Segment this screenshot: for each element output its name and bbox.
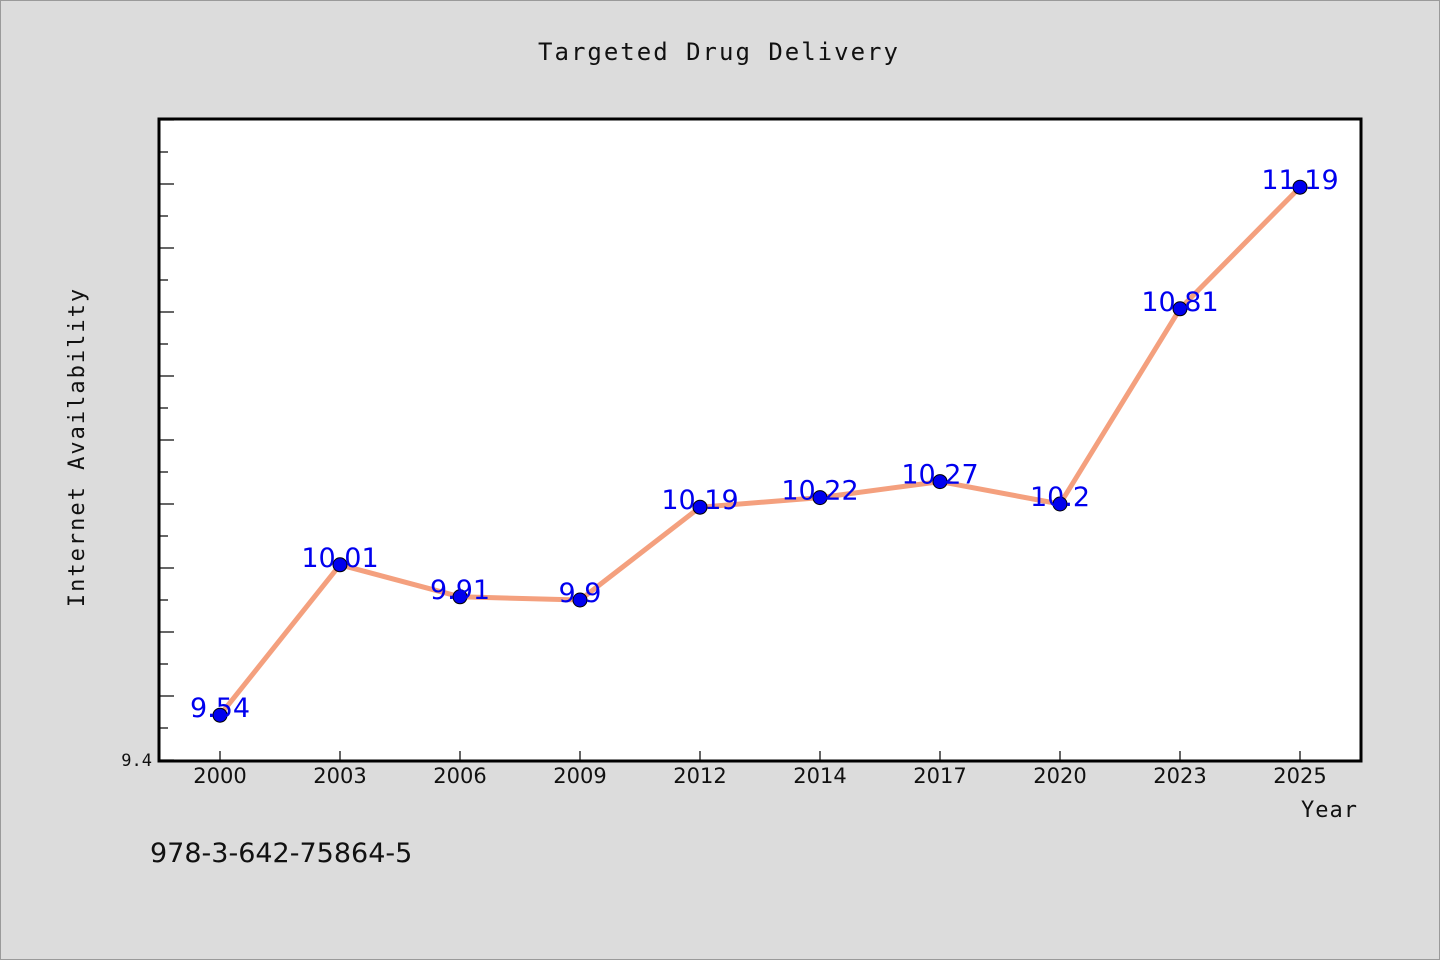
- data-point-2006: [452, 589, 468, 605]
- chart-title: Targeted Drug Delivery: [538, 38, 900, 66]
- data-point-2023: [1172, 301, 1188, 317]
- data-label-2020: 10.2: [1030, 482, 1090, 513]
- y-axis-tick-labels: 9.4: [121, 751, 152, 771]
- x-tick-label: 2025: [1273, 764, 1326, 788]
- x-tick-label: 2006: [433, 764, 486, 788]
- y-axis-ticks: [160, 119, 174, 761]
- data-label-2023: 10.81: [1141, 287, 1218, 318]
- x-tick-label: 2017: [913, 764, 966, 788]
- data-label-2017: 10.27: [901, 460, 978, 491]
- x-tick-label: 2020: [1033, 764, 1086, 788]
- data-point-2025: [1292, 179, 1308, 195]
- x-axis-tick-labels: 2000 2003 2006 2009 2012 2014 2017 2020 2023 2025: [193, 764, 1326, 788]
- data-point-markers: [212, 179, 1308, 723]
- plot-area: [157, 117, 1363, 763]
- x-tick-label: 2000: [193, 764, 246, 788]
- x-tick-label: 2012: [673, 764, 726, 788]
- data-label-2025: 11.19: [1261, 165, 1338, 196]
- data-point-2020: [1052, 496, 1068, 512]
- data-point-2012: [692, 499, 708, 515]
- data-label-2006: 9.91: [430, 575, 490, 606]
- data-point-2014: [812, 490, 828, 506]
- data-label-2003: 10.01: [301, 543, 378, 574]
- data-label-2009: 9.9: [559, 578, 602, 609]
- x-axis-ticks: [219, 751, 1301, 760]
- x-axis-label: Year: [1301, 798, 1358, 823]
- data-label-2014: 10.22: [781, 476, 858, 507]
- x-tick-label: 2009: [553, 764, 606, 788]
- x-tick-label: 2014: [793, 764, 846, 788]
- series-line: [217, 184, 1303, 718]
- data-point-labels: 9.54 10.01 9.91 9.9 10.19 10.22 10.27 10.2 10.81…: [190, 165, 1339, 724]
- data-label-2012: 10.19: [661, 485, 738, 516]
- x-tick-label: 2003: [313, 764, 366, 788]
- isbn-text: 978-3-642-75864-5: [150, 838, 412, 869]
- y-axis-label: Internet Availability: [65, 287, 90, 607]
- data-point-2017: [932, 474, 948, 490]
- y-tick-label: 9.4: [121, 751, 152, 771]
- data-point-2003: [332, 557, 348, 573]
- data-point-2009: [572, 592, 588, 608]
- data-label-2000: 9.54: [190, 693, 250, 724]
- x-tick-label: 2023: [1153, 764, 1206, 788]
- data-point-2000: [212, 707, 228, 723]
